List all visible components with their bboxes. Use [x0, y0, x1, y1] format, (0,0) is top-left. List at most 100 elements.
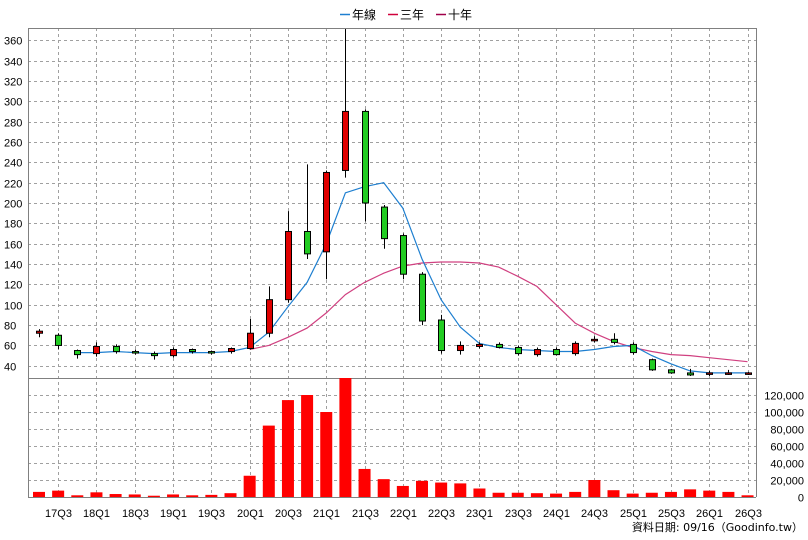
price-tick-label: 140 — [4, 260, 22, 272]
candle-down — [668, 369, 675, 374]
candle-down — [687, 372, 694, 376]
price-tick-label: 120 — [4, 280, 22, 292]
price-tick-label: 300 — [4, 97, 22, 109]
volume-bar — [186, 495, 199, 497]
x-tick-label: 18Q3 — [122, 508, 149, 520]
x-tick-label: 21Q3 — [352, 508, 379, 520]
price-tick-label: 40 — [4, 362, 16, 374]
candle-up — [725, 372, 732, 375]
candle-down — [438, 319, 445, 352]
volume-bar — [320, 412, 333, 497]
volume-bar — [90, 492, 103, 497]
x-tick-label: 23Q1 — [466, 508, 493, 520]
volume-bar — [607, 490, 620, 497]
volume-bar — [416, 480, 428, 497]
candle-down — [515, 346, 522, 355]
footer: 資料日期: 09/16（Goodinfo.tw） — [632, 520, 803, 534]
volume-bar — [664, 491, 677, 497]
candle-up — [591, 338, 598, 342]
x-tick-label: 25Q1 — [620, 508, 647, 520]
price-panel-border — [28, 28, 757, 379]
candle-down — [74, 350, 81, 356]
candle-down — [208, 351, 215, 354]
volume-bar — [128, 494, 141, 497]
candle-up — [36, 330, 43, 334]
volume-bar — [530, 493, 543, 497]
price-tick-label: 260 — [4, 138, 22, 150]
volume-bar — [396, 485, 409, 497]
x-tick-label: 22Q1 — [390, 508, 417, 520]
axis-labels: 40 60 80 100 120 140 160 180 200 220 240 260 280 300 3… — [4, 36, 804, 521]
candle-up — [285, 230, 292, 301]
volume-bar — [224, 493, 237, 497]
volume-bar — [205, 494, 218, 497]
candle-down — [419, 273, 426, 322]
price-tick-label: 100 — [4, 301, 22, 313]
volume-tick-label: 20,000 — [770, 476, 804, 488]
volume-bar — [722, 491, 735, 497]
volume-bar — [435, 482, 448, 497]
legend: 年線 三年 十年 — [340, 7, 472, 22]
candle-up — [93, 345, 100, 355]
volume-bar — [588, 480, 601, 497]
candle-down — [553, 349, 560, 356]
volume-tick-label: 60,000 — [770, 442, 804, 454]
price-tick-label: 340 — [4, 57, 22, 69]
candle-down — [362, 110, 369, 204]
price-tick-label: 180 — [4, 219, 22, 231]
price-tick-label: 320 — [4, 77, 22, 89]
candle-down — [113, 345, 120, 353]
candle-up — [228, 347, 235, 353]
grid — [28, 28, 756, 497]
volume-bar — [71, 495, 84, 497]
volume-bar — [454, 483, 467, 497]
candle-up — [457, 344, 464, 352]
price-tick-label: 240 — [4, 158, 22, 170]
volume-bar — [358, 468, 371, 497]
volume-bar — [52, 490, 65, 497]
candle-up — [476, 343, 483, 347]
candle-down — [189, 349, 196, 353]
x-tick-label: 24Q1 — [543, 508, 570, 520]
price-tick-label: 60 — [4, 341, 16, 353]
price-tick-label: 80 — [4, 321, 16, 333]
volume-bar — [167, 494, 180, 497]
candle-down — [400, 235, 407, 275]
x-tick-label: 18Q1 — [83, 508, 110, 520]
volume-bar — [684, 489, 697, 497]
price-tick-label: 160 — [4, 240, 22, 252]
candle-up — [706, 372, 713, 375]
volume-bar — [339, 378, 352, 497]
volume-bar — [703, 490, 716, 497]
volume-tick-label: 120,000 — [764, 391, 804, 403]
candle-down — [611, 338, 618, 343]
volume-bar — [243, 475, 256, 497]
legend-label: 三年 — [400, 8, 424, 22]
x-tick-label: 26Q3 — [735, 508, 762, 520]
volume-bar — [569, 491, 582, 497]
volume-bar — [473, 488, 486, 497]
volume-bar — [281, 400, 294, 497]
price-tick-label: 220 — [4, 179, 22, 191]
volume-bar — [492, 492, 505, 497]
candle-up — [534, 349, 541, 356]
x-tick-label: 25Q3 — [658, 508, 685, 520]
volume-bar — [626, 493, 639, 497]
x-tick-label: 23Q3 — [505, 508, 532, 520]
candle-up — [342, 110, 349, 171]
x-tick-label: 19Q1 — [160, 508, 187, 520]
x-tick-label: 17Q3 — [45, 508, 72, 520]
volume-bar — [301, 395, 314, 497]
x-tick-label: 21Q1 — [313, 508, 340, 520]
candle-up — [247, 332, 254, 349]
candle-down — [649, 359, 656, 371]
candle-down — [381, 206, 388, 240]
year-line — [77, 182, 748, 374]
x-tick-label: 24Q3 — [581, 508, 608, 520]
legend-label: 十年 — [448, 8, 472, 22]
price-tick-label: 360 — [4, 36, 22, 48]
candle-up — [572, 342, 579, 355]
x-tick-label: 20Q3 — [275, 508, 302, 520]
